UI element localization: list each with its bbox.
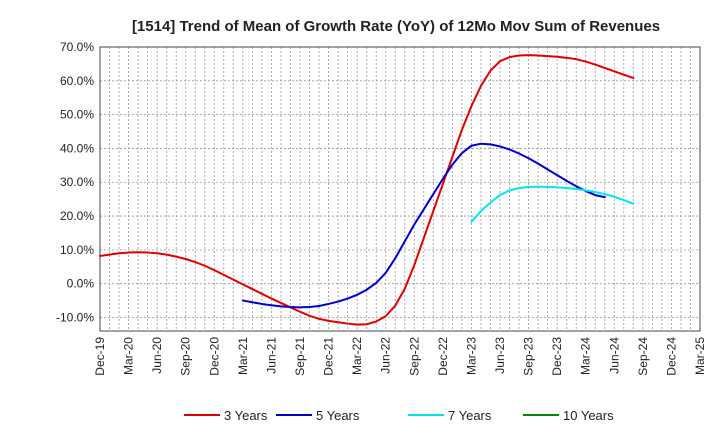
x-tick-label: Sep-21	[293, 337, 307, 376]
x-tick-label: Sep-23	[522, 337, 536, 376]
x-tick-label: Jun-23	[493, 337, 507, 374]
x-tick-label: Mar-22	[350, 337, 364, 375]
x-tick-label: Dec-23	[550, 337, 564, 376]
y-tick-label: 40.0%	[60, 141, 94, 155]
x-tick-label: Dec-20	[207, 337, 221, 376]
series-lines	[99, 54, 635, 326]
series-line-3-years	[99, 54, 635, 326]
x-tick-label: Mar-20	[122, 337, 136, 375]
x-tick-label: Jun-20	[150, 337, 164, 374]
y-tick-label: 10.0%	[60, 243, 94, 257]
series-line-5-years	[241, 142, 606, 309]
x-tick-label: Sep-24	[636, 337, 650, 376]
legend-label: 5 Years	[316, 408, 360, 423]
y-tick-label: 60.0%	[60, 74, 94, 88]
y-axis-ticks: -10.0% 0.0% 10.0% 20.0% 30.0% 40.0% 50.0% 60.0%…	[56, 40, 94, 324]
series-line-7-years	[470, 185, 635, 223]
x-axis-ticks: Dec-19 Mar-20 Jun-20 Sep-20 Dec-20 Mar-21 Jun-…	[93, 337, 707, 376]
y-tick-label: 50.0%	[60, 108, 94, 122]
x-tick-label: Dec-24	[664, 337, 678, 376]
x-tick-label: Dec-19	[93, 337, 107, 376]
x-tick-label: Dec-21	[322, 337, 336, 376]
x-tick-label: Jun-21	[264, 337, 278, 374]
legend-label: 10 Years	[563, 408, 614, 423]
x-tick-label: Jun-22	[379, 337, 393, 374]
y-tick-label: 70.0%	[60, 40, 94, 54]
x-tick-label: Sep-20	[179, 337, 193, 376]
legend: 3 Years 5 Years 7 Years 10 Years	[184, 408, 614, 423]
x-tick-label: Mar-25	[693, 337, 707, 375]
y-tick-label: 20.0%	[60, 209, 94, 223]
x-tick-label: Dec-22	[436, 337, 450, 376]
x-tick-label: Jun-24	[607, 337, 621, 374]
x-tick-label: Sep-22	[407, 337, 421, 376]
plot-area	[100, 47, 700, 331]
y-tick-label: 30.0%	[60, 175, 94, 189]
plot-frame	[99, 46, 701, 332]
y-tick-label: 0.0%	[67, 277, 95, 291]
x-tick-label: Mar-24	[579, 337, 593, 375]
x-tick-label: Mar-23	[464, 337, 478, 375]
chart-title: [1514] Trend of Mean of Growth Rate (YoY…	[132, 18, 660, 35]
y-tick-label: -10.0%	[56, 310, 94, 324]
legend-label: 3 Years	[224, 408, 268, 423]
x-tick-label: Mar-21	[236, 337, 250, 375]
legend-label: 7 Years	[448, 408, 492, 423]
